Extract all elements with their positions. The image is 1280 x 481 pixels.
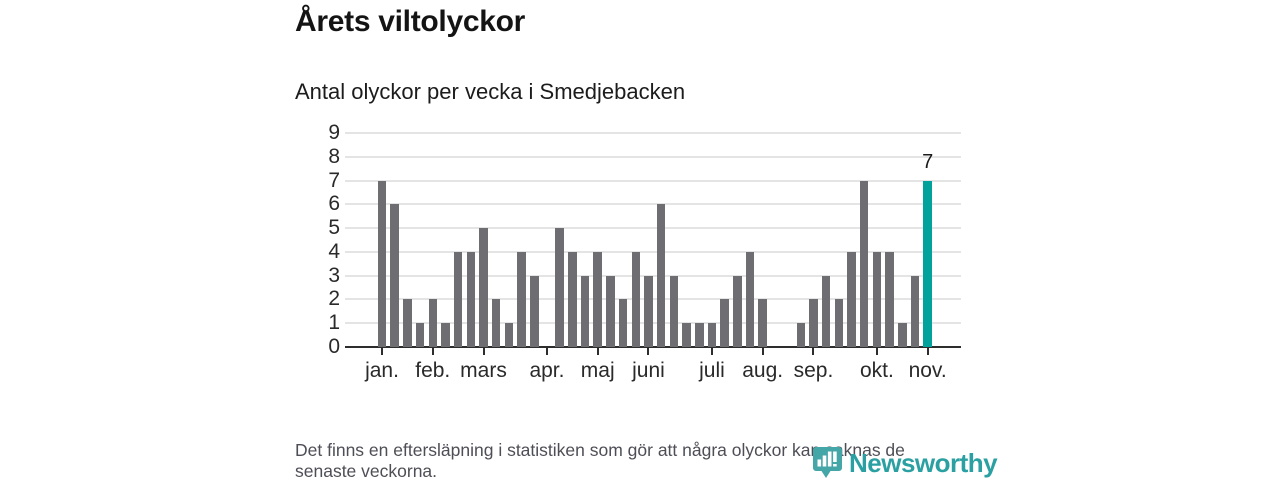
bar [555,228,564,347]
newsworthy-logo: Newsworthy [812,446,997,479]
gridline [345,322,961,324]
bar [581,276,590,347]
bar [898,323,907,347]
bar [708,323,717,347]
month-tick [432,347,434,355]
bar [429,299,438,347]
y-axis-label: 2 [294,287,340,311]
gridline [345,275,961,277]
y-axis-label: 0 [294,335,340,359]
bar [911,276,920,347]
x-axis-line [345,346,961,348]
highlighted-bar [923,181,932,347]
bar [682,323,691,347]
month-tick [597,347,599,355]
bar [873,252,882,347]
y-axis-label: 3 [294,264,340,288]
month-tick [876,347,878,355]
bar [467,252,476,347]
y-axis-label: 1 [294,311,340,335]
bar [835,299,844,347]
bar [517,252,526,347]
gridline [345,298,961,300]
month-tick [812,347,814,355]
bar [416,323,425,347]
month-tick [381,347,383,355]
bar [657,204,666,347]
month-tick [927,347,929,355]
y-axis-label: 4 [294,240,340,264]
bar [758,299,767,347]
bar [619,299,628,347]
bar [492,299,501,347]
bar [530,276,539,347]
bar [797,323,806,347]
bar [632,252,641,347]
bar [568,252,577,347]
bar [860,181,869,347]
gridline [345,203,961,205]
gridline [345,156,961,158]
bar [885,252,894,347]
bar [720,299,729,347]
gridline [345,132,961,134]
y-axis-label: 5 [294,216,340,240]
bar [644,276,653,347]
highlight-value-annotation: 7 [906,150,950,174]
newsworthy-speech-bubble-chart-icon [812,446,843,479]
month-label: juni [613,359,683,383]
month-label: mars [449,359,519,383]
bar [822,276,831,347]
y-axis-label: 9 [294,121,340,145]
y-axis-label: 7 [294,169,340,193]
bar [746,252,755,347]
month-tick [762,347,764,355]
bar [441,323,450,347]
bar [378,181,387,347]
bar [670,276,679,347]
month-label: nov. [893,359,963,383]
newsworthy-logo-text: Newsworthy [849,447,997,479]
bar [454,252,463,347]
bar [733,276,742,347]
bar [390,204,399,347]
gridline [345,180,961,182]
bar [479,228,488,347]
gridline [345,227,961,229]
bar [809,299,818,347]
bar [695,323,704,347]
bar [606,276,615,347]
bar [403,299,412,347]
bar [505,323,514,347]
bar [847,252,856,347]
month-label: sep. [778,359,848,383]
bar [593,252,602,347]
y-axis-label: 8 [294,145,340,169]
month-tick [483,347,485,355]
y-axis-label: 6 [294,192,340,216]
month-tick [647,347,649,355]
month-tick [711,347,713,355]
month-tick [546,347,548,355]
gridline [345,251,961,253]
